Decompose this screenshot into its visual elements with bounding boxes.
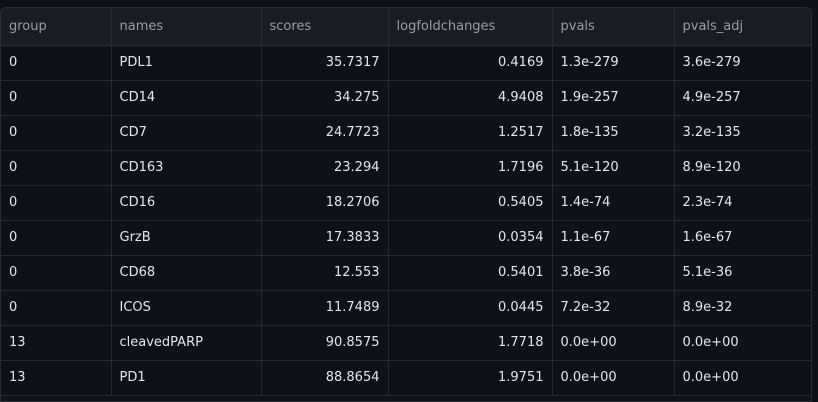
table-row: 13 cleavedPARP 90.8575 1.7718 0.0e+00 0.0e+00	[1, 325, 811, 361]
cell-group[interactable]: 0	[1, 115, 112, 151]
cell-group[interactable]: 13	[1, 325, 112, 361]
cell-names[interactable]: GrzB	[111, 220, 262, 256]
table-row: 0 GrzB 17.3833 0.0354 1.1e-67 1.6e-67	[1, 220, 811, 256]
cell-pvals[interactable]: 1.1e-67	[552, 220, 675, 256]
cell-names[interactable]: cleavedPARP	[111, 325, 262, 361]
cell-pvals[interactable]: 5.1e-120	[552, 150, 675, 186]
cell-pvals[interactable]: 7.2e-32	[552, 290, 675, 326]
cell-scores[interactable]: 11.7489	[261, 290, 389, 326]
column-header-scores[interactable]: scores	[261, 8, 389, 46]
cell-logfoldchanges[interactable]: 1.7718	[388, 325, 553, 361]
cell-pvals-adj[interactable]: 4.9e-257	[674, 80, 811, 116]
cell-scores[interactable]: 12.553	[261, 255, 389, 291]
column-header-logfoldchanges[interactable]: logfoldchanges	[388, 8, 553, 46]
cell-scores[interactable]: 90.8575	[261, 325, 389, 361]
cell-names[interactable]: ICOS	[111, 290, 262, 326]
cell-logfoldchanges[interactable]: 1.7196	[388, 150, 553, 186]
cell-pvals-adj[interactable]: 0.0e+00	[674, 360, 811, 396]
cell-pvals[interactable]: 1.8e-135	[552, 115, 675, 151]
dataframe-table[interactable]: group names scores logfoldchanges pvals …	[0, 7, 812, 402]
cell-logfoldchanges[interactable]: 0.5405	[388, 185, 553, 221]
cell-group[interactable]: 0	[1, 290, 112, 326]
cell-pvals[interactable]: 0.0e+00	[552, 360, 675, 396]
column-header-group[interactable]: group	[1, 8, 112, 46]
table-row: 0 CD68 12.553 0.5401 3.8e-36 5.1e-36	[1, 255, 811, 291]
cell-pvals[interactable]: 3.8e-36	[552, 255, 675, 291]
cell-logfoldchanges[interactable]: 0.0445	[388, 290, 553, 326]
table-row: 0 CD7 24.7723 1.2517 1.8e-135 3.2e-135	[1, 115, 811, 151]
cell-scores[interactable]: 17.3833	[261, 220, 389, 256]
cell-group[interactable]: 0	[1, 150, 112, 186]
cell-group[interactable]: 0	[1, 80, 112, 116]
cell-pvals-adj[interactable]: 8.9e-120	[674, 150, 811, 186]
cell-logfoldchanges[interactable]: 4.9408	[388, 80, 553, 116]
cell-scores[interactable]: 23.294	[261, 150, 389, 186]
cell-names[interactable]: CD68	[111, 255, 262, 291]
cell-pvals-adj[interactable]: 3.6e-279	[674, 45, 811, 81]
table-row: 0 CD14 34.275 4.9408 1.9e-257 4.9e-257	[1, 80, 811, 116]
table-row: 13 PD1 88.8654 1.9751 0.0e+00 0.0e+00	[1, 360, 811, 396]
cell-logfoldchanges[interactable]: 0.5401	[388, 255, 553, 291]
cell-group[interactable]: 0	[1, 185, 112, 221]
cell-names[interactable]: CD16	[111, 185, 262, 221]
cell-names[interactable]: CD7	[111, 115, 262, 151]
cell-scores[interactable]: 34.275	[261, 80, 389, 116]
cell-scores[interactable]: 35.7317	[261, 45, 389, 81]
cell-names[interactable]: CD163	[111, 150, 262, 186]
cell-names[interactable]: PD1	[111, 360, 262, 396]
cell-pvals-adj[interactable]: 3.2e-135	[674, 115, 811, 151]
cell-pvals-adj[interactable]: 1.6e-67	[674, 220, 811, 256]
table-row: 0 PDL1 35.7317 0.4169 1.3e-279 3.6e-279	[1, 45, 811, 81]
cell-pvals-adj[interactable]: 5.1e-36	[674, 255, 811, 291]
table-row: 0 ICOS 11.7489 0.0445 7.2e-32 8.9e-32	[1, 290, 811, 326]
header-row: group names scores logfoldchanges pvals …	[1, 8, 811, 46]
cell-logfoldchanges[interactable]: 0.0354	[388, 220, 553, 256]
cell-logfoldchanges[interactable]: 1.9751	[388, 360, 553, 396]
table-row: 0 CD16 18.2706 0.5405 1.4e-74 2.3e-74	[1, 185, 811, 221]
cell-scores[interactable]: 88.8654	[261, 360, 389, 396]
cell-group[interactable]: 0	[1, 255, 112, 291]
cell-group[interactable]: 0	[1, 45, 112, 81]
column-header-pvals[interactable]: pvals	[552, 8, 675, 46]
cell-pvals[interactable]: 1.9e-257	[552, 80, 675, 116]
table-row: 0 CD163 23.294 1.7196 5.1e-120 8.9e-120	[1, 150, 811, 186]
column-header-pvals-adj[interactable]: pvals_adj	[674, 8, 811, 46]
cell-group[interactable]: 0	[1, 220, 112, 256]
cell-names[interactable]: CD14	[111, 80, 262, 116]
cell-logfoldchanges[interactable]: 0.4169	[388, 45, 553, 81]
cell-logfoldchanges[interactable]: 1.2517	[388, 115, 553, 151]
cell-group[interactable]: 13	[1, 360, 112, 396]
cell-pvals-adj[interactable]: 2.3e-74	[674, 185, 811, 221]
cell-names[interactable]: PDL1	[111, 45, 262, 81]
cell-scores[interactable]: 18.2706	[261, 185, 389, 221]
cell-pvals-adj[interactable]: 0.0e+00	[674, 325, 811, 361]
cell-pvals[interactable]: 1.4e-74	[552, 185, 675, 221]
cell-scores[interactable]: 24.7723	[261, 115, 389, 151]
cell-pvals[interactable]: 1.3e-279	[552, 45, 675, 81]
results-table: group names scores logfoldchanges pvals …	[1, 8, 811, 396]
cell-pvals[interactable]: 0.0e+00	[552, 325, 675, 361]
column-header-names[interactable]: names	[111, 8, 262, 46]
cell-pvals-adj[interactable]: 8.9e-32	[674, 290, 811, 326]
